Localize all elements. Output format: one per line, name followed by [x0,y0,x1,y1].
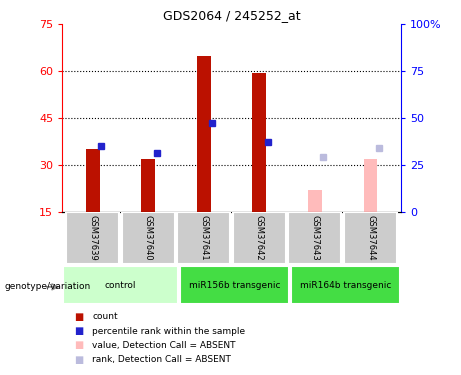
Text: miR156b transgenic: miR156b transgenic [189,281,280,290]
Text: ■: ■ [74,312,83,322]
Text: genotype/variation: genotype/variation [5,282,91,291]
Bar [197,56,211,212]
FancyBboxPatch shape [233,212,286,264]
Text: count: count [92,312,118,321]
FancyBboxPatch shape [177,212,230,264]
Text: ■: ■ [74,355,83,364]
FancyBboxPatch shape [63,266,178,305]
Text: ■: ■ [74,340,83,350]
FancyBboxPatch shape [180,266,289,305]
Text: GSM37644: GSM37644 [366,215,375,261]
Text: GSM37643: GSM37643 [310,215,319,261]
FancyBboxPatch shape [291,266,400,305]
Text: percentile rank within the sample: percentile rank within the sample [92,327,245,336]
FancyBboxPatch shape [344,212,397,264]
Text: GSM37641: GSM37641 [199,215,208,261]
Text: rank, Detection Call = ABSENT: rank, Detection Call = ABSENT [92,355,231,364]
Text: miR164b transgenic: miR164b transgenic [300,281,391,290]
FancyBboxPatch shape [66,212,119,264]
Title: GDS2064 / 245252_at: GDS2064 / 245252_at [163,9,301,22]
Bar [86,149,100,212]
FancyBboxPatch shape [122,212,175,264]
Bar [364,159,378,212]
Text: value, Detection Call = ABSENT: value, Detection Call = ABSENT [92,341,236,350]
Text: GSM37639: GSM37639 [89,215,97,261]
Text: GSM37640: GSM37640 [144,215,153,261]
Text: GSM37642: GSM37642 [255,215,264,261]
Bar [142,159,155,212]
Text: control: control [105,281,136,290]
FancyBboxPatch shape [288,212,342,264]
Text: ■: ■ [74,326,83,336]
Bar [308,190,322,212]
Bar [253,73,266,212]
